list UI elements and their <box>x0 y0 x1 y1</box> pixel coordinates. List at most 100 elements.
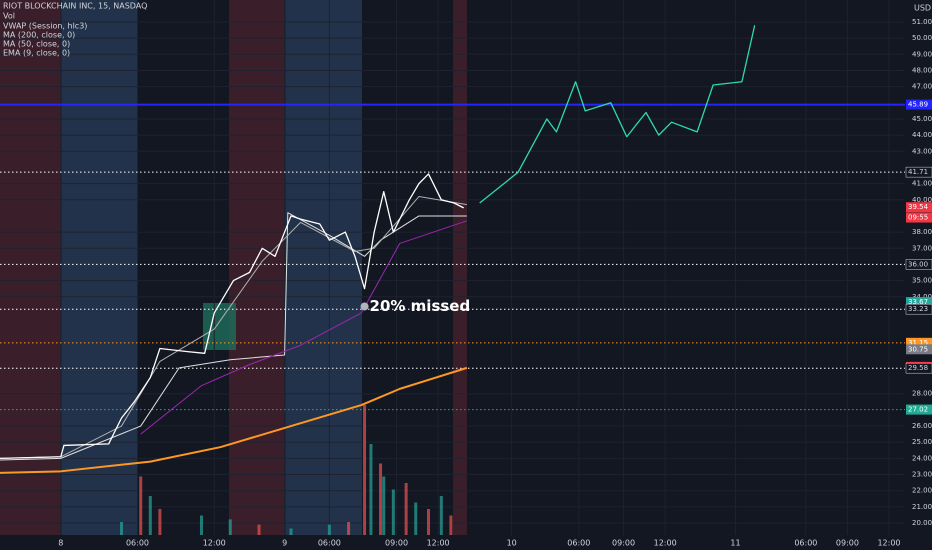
x-tick-label: 11 <box>730 539 740 548</box>
indicator-line <box>0 196 467 459</box>
price-badge <box>905 259 932 270</box>
y-tick-label: 47.00 <box>912 83 932 91</box>
session-band <box>62 0 138 535</box>
x-tick-label: 06:00 <box>318 539 341 548</box>
session-band <box>286 0 362 535</box>
sessions <box>0 0 467 535</box>
volume-bar <box>120 522 124 535</box>
legend-item: Vol <box>3 12 15 21</box>
indicator-line <box>0 212 467 461</box>
x-tick-label: 8 <box>58 539 63 548</box>
price-badge <box>906 344 932 355</box>
legend-item: EMA (9, close, 0) <box>3 49 70 58</box>
price-badge <box>906 337 932 348</box>
y-tick-label: 22.00 <box>912 487 932 495</box>
volume-bar <box>228 519 232 535</box>
y-tick-label: 24.00 <box>912 454 932 462</box>
price-badge-label: 33.67 <box>908 298 928 306</box>
volume-bar <box>199 515 203 535</box>
chart-title: RIOT BLOCKCHAIN INC, 15, NASDAQ <box>3 2 147 11</box>
y-tick-label: 37.00 <box>912 244 932 252</box>
x-tick-label: 10 <box>507 539 517 548</box>
y-tick-label: 40.00 <box>912 196 932 204</box>
x-tick-label: 06:00 <box>567 539 590 548</box>
x-tick-label: 12:00 <box>877 539 900 548</box>
y-tick-label: 28.00 <box>912 390 932 398</box>
legend-item: MA (200, close, 0) <box>3 31 75 40</box>
price-badge-label: 29.58 <box>908 364 928 372</box>
y-tick-label: 41.00 <box>912 180 932 188</box>
price-badge-label: 33.23 <box>908 305 928 313</box>
price-badge <box>906 212 932 223</box>
y-tick-label: 20.00 <box>912 519 932 527</box>
volume-bar <box>139 476 143 535</box>
price-badge <box>906 99 932 110</box>
price-axis <box>905 0 932 550</box>
price-badge-label: 09:55 <box>908 214 928 222</box>
y-tick-label: 48.00 <box>912 66 932 74</box>
y-tick-label: 34.00 <box>912 293 932 301</box>
x-tick-label: 06:00 <box>794 539 817 548</box>
y-tick-label: 43.00 <box>912 147 932 155</box>
price-badge <box>905 303 932 315</box>
projection-line <box>479 25 756 204</box>
y-tick-label: 25.00 <box>912 438 932 446</box>
volume-bar <box>327 524 331 535</box>
y-tick-label: 50.00 <box>912 34 932 42</box>
volume-bar <box>414 502 418 535</box>
y-tick-label: 26.00 <box>912 422 932 430</box>
premarket-band <box>0 0 62 535</box>
volume-bar <box>347 522 351 535</box>
volume-bar <box>439 496 443 535</box>
legend-item: VWAP (Session, hlc3) <box>3 22 87 31</box>
price-badge <box>906 297 932 308</box>
price-badge-label: 31.15 <box>908 339 928 347</box>
x-tick-label: 09:00 <box>385 539 408 548</box>
x-tick-label: 09:00 <box>836 539 859 548</box>
price-badge-label: 39.54 <box>908 203 929 211</box>
x-tick-label: 06:00 <box>126 539 149 548</box>
x-tick-label: 12:00 <box>427 539 450 548</box>
volume-bar <box>449 515 453 535</box>
volume-bar <box>158 509 162 535</box>
indicator-line <box>0 366 468 474</box>
price-badge-label: 45.89 <box>908 101 928 109</box>
x-tick-label: 12:00 <box>654 539 677 548</box>
price-badge <box>905 166 932 178</box>
volume-bar <box>369 444 373 535</box>
volume-bar <box>427 509 431 535</box>
y-tick-label: 51.00 <box>912 18 932 26</box>
price-badge-label: 41.71 <box>908 168 928 176</box>
y-tick-label: 44.00 <box>912 131 932 139</box>
volume-bar <box>257 524 261 535</box>
price-badge-label: 27.02 <box>908 406 928 414</box>
x-tick-label: 9 <box>282 539 287 548</box>
currency: USD <box>914 4 931 13</box>
y-tick-label: 35.00 <box>912 277 932 285</box>
volume-bar <box>379 463 383 535</box>
price-badge-label: 36.00 <box>908 260 928 268</box>
annotation-dot <box>360 302 369 311</box>
volume-bar <box>363 405 367 535</box>
x-tick-label: 12:00 <box>203 539 226 548</box>
y-tick-label: 23.00 <box>912 471 932 479</box>
price-line <box>0 173 464 460</box>
price-badge <box>905 362 932 374</box>
y-tick-label: 38.00 <box>912 228 932 236</box>
y-tick-label: 49.00 <box>912 50 932 58</box>
volume-bar <box>148 496 152 535</box>
volume-bar <box>289 528 293 535</box>
x-tick-label: 09:00 <box>612 539 635 548</box>
volume-bar <box>391 489 395 535</box>
volume-bar <box>382 476 386 535</box>
volume-bar <box>404 483 408 535</box>
annotation: 20% missed <box>370 297 471 315</box>
legend-item: MA (50, close, 0) <box>3 40 70 49</box>
price-badge <box>906 202 932 213</box>
premarket-band <box>453 0 467 535</box>
indicator-line <box>140 220 468 435</box>
price-badge-label: 30.75 <box>908 345 928 353</box>
highlight-box <box>203 303 236 350</box>
y-tick-label: 45.00 <box>912 115 932 123</box>
